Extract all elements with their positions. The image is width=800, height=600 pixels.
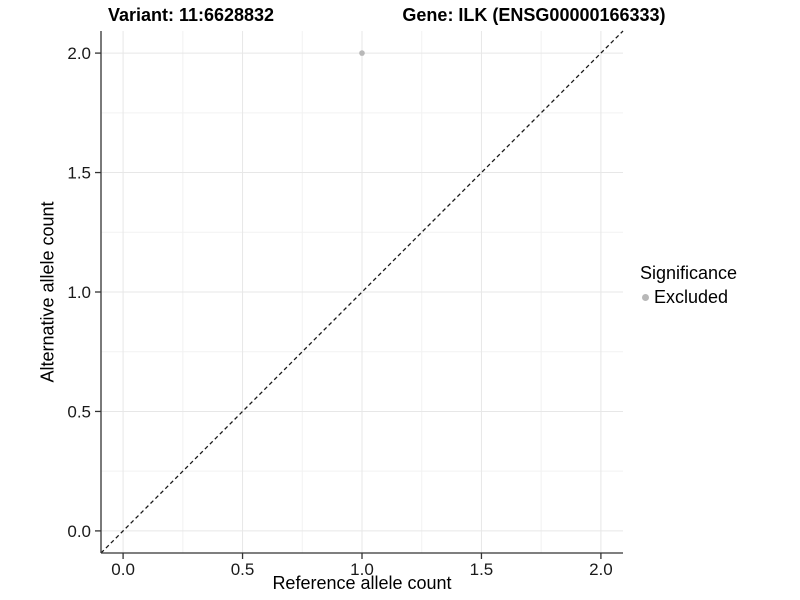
y-tick-label: 2.0 [67, 44, 91, 63]
legend-item-label: Excluded [654, 287, 729, 307]
y-tick-label: 0.0 [67, 522, 91, 541]
y-tick-label: 1.0 [67, 283, 91, 302]
legend-item: Excluded [636, 287, 737, 308]
y-axis-title: Alternative allele count [37, 201, 58, 383]
variant-title: Variant: 11:6628832 [107, 5, 275, 25]
x-axis-title: Reference allele count [272, 573, 452, 593]
y-tick-label: 1.5 [67, 164, 91, 183]
x-tick-label: 1.0 [350, 560, 374, 579]
x-tick-label: 0.5 [231, 560, 255, 579]
legend-title: Significance [640, 263, 738, 283]
x-tick-label: 1.5 [470, 560, 494, 579]
x-tick-label: 0.0 [111, 560, 135, 579]
data-point [359, 50, 365, 56]
y-tick-label: 0.5 [67, 402, 91, 421]
excluded-point-icon [642, 294, 649, 301]
legend: Significance Excluded [636, 263, 737, 308]
x-tick-label: 2.0 [589, 560, 613, 579]
gene-title: Gene: ILK (ENSG00000166333) [402, 5, 666, 25]
